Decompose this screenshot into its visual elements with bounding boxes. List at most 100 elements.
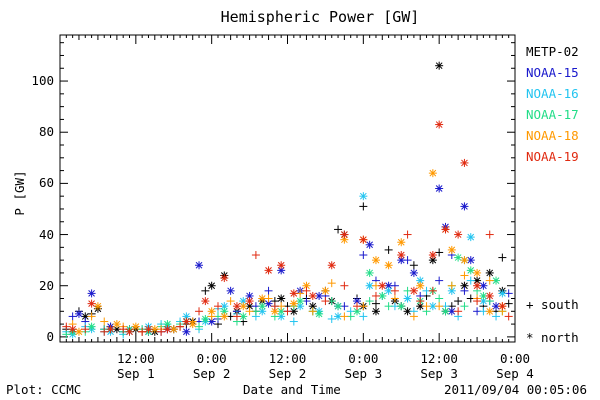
- data-point-north: [163, 325, 172, 334]
- data-point-south: [422, 302, 431, 311]
- legend-entry: NOAA-18: [526, 128, 579, 143]
- data-point-north: [277, 261, 286, 270]
- data-point-south: [321, 297, 330, 306]
- data-point-north: [397, 238, 406, 247]
- data-point-south: [485, 276, 494, 285]
- data-point-north: [207, 307, 216, 316]
- data-point-north: [428, 251, 437, 260]
- data-point-south: [340, 312, 349, 321]
- data-point-north: [327, 261, 336, 270]
- data-point-north: [258, 294, 267, 303]
- data-point-north: [435, 184, 444, 193]
- data-point-south: [460, 286, 469, 295]
- x-tick-date-label: Sep 3: [344, 366, 383, 381]
- data-point-north: [239, 312, 248, 321]
- data-point-north: [498, 302, 507, 311]
- data-point-south: [485, 230, 494, 239]
- data-point-north: [441, 307, 450, 316]
- data-point-north: [460, 158, 469, 167]
- data-point-south: [201, 286, 210, 295]
- data-point-south: [454, 307, 463, 316]
- marker-legend-entry: * north: [526, 330, 579, 345]
- data-point-south: [403, 230, 412, 239]
- data-point-south: [283, 307, 292, 316]
- data-point-south: [308, 307, 317, 316]
- data-point-south: [466, 276, 475, 285]
- data-point-south: [371, 291, 380, 300]
- data-point-south: [251, 251, 260, 260]
- data-point-south: [100, 327, 109, 336]
- data-point-south: [435, 302, 444, 311]
- data-point-south: [195, 307, 204, 316]
- data-point-south: [327, 279, 336, 288]
- data-point-south: [195, 322, 204, 331]
- data-point-south: [100, 317, 109, 326]
- data-point-north: [473, 268, 482, 277]
- y-tick-label: 0: [46, 328, 54, 344]
- data-point-north: [365, 268, 374, 277]
- x-tick-time-label: 12:00: [268, 351, 307, 366]
- x-tick-time-label: 12:00: [420, 351, 458, 366]
- data-point-north: [207, 281, 216, 290]
- data-point-south: [435, 294, 444, 303]
- data-point-south: [232, 312, 241, 321]
- data-point-north: [435, 120, 444, 129]
- legend-entry: NOAA-17: [526, 107, 579, 122]
- data-point-south: [68, 312, 77, 321]
- data-point-north: [485, 268, 494, 277]
- data-point-north: [201, 314, 210, 323]
- data-point-north: [384, 261, 393, 270]
- data-point-north: [131, 322, 140, 331]
- data-point-north: [74, 327, 83, 336]
- data-point-north: [264, 266, 273, 275]
- x-tick-date-label: Sep 2: [192, 366, 231, 381]
- data-point-north: [182, 317, 191, 326]
- data-point-north: [207, 317, 216, 326]
- x-tick-time-label: 12:00: [117, 351, 155, 366]
- data-point-north: [365, 240, 374, 249]
- data-point-south: [138, 327, 147, 336]
- data-point-south: [435, 248, 444, 257]
- x-tick-time-label: 0:00: [196, 351, 227, 366]
- data-point-north: [473, 281, 482, 290]
- data-point-north: [87, 299, 96, 308]
- legend-entry: METP-02: [526, 44, 579, 59]
- x-tick-date-label: Sep 3: [420, 366, 458, 381]
- data-point-north: [112, 320, 121, 329]
- data-point-north: [302, 281, 311, 290]
- data-point-north: [485, 307, 494, 316]
- data-point-south: [371, 299, 380, 308]
- data-point-south: [498, 253, 507, 262]
- plot-frame: [59, 34, 516, 343]
- footer-timestamp: 2011/09/04 00:05:06: [444, 382, 587, 397]
- data-point-south: [384, 302, 393, 311]
- x-tick-date-label: Sep 1: [117, 366, 155, 381]
- data-point-south: [264, 286, 273, 295]
- data-point-north: [182, 327, 191, 336]
- data-point-south: [327, 314, 336, 323]
- data-point-north: [315, 309, 324, 318]
- data-point-north: [460, 256, 469, 265]
- y-tick-label: 20: [38, 277, 54, 293]
- data-point-north: [163, 320, 172, 329]
- marker-legend-entry: + south: [526, 297, 579, 312]
- data-point-south: [390, 286, 399, 295]
- legend-entry: NOAA-19: [526, 149, 579, 164]
- data-point-north: [441, 225, 450, 234]
- data-point-north: [466, 233, 475, 242]
- data-point-north: [220, 274, 229, 283]
- data-point-south: [87, 312, 96, 321]
- data-point-north: [68, 325, 77, 334]
- data-point-north: [125, 327, 134, 336]
- data-point-north: [409, 286, 418, 295]
- data-point-south: [157, 327, 166, 336]
- data-point-north: [498, 289, 507, 298]
- data-point-south: [473, 297, 482, 306]
- y-tick-label: 80: [38, 124, 54, 140]
- data-point-north: [492, 276, 501, 285]
- data-point-north: [277, 312, 286, 321]
- data-point-south: [289, 317, 298, 326]
- data-point-north: [289, 299, 298, 308]
- data-point-south: [62, 330, 71, 339]
